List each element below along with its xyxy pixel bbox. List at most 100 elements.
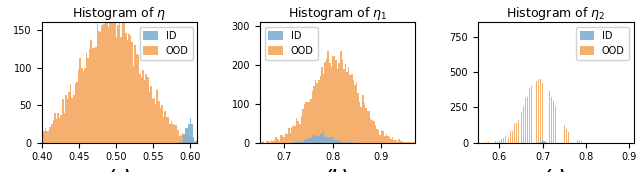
Bar <box>318 80 319 143</box>
Bar <box>65 95 67 143</box>
Bar <box>326 59 328 143</box>
Bar <box>42 132 43 143</box>
Bar <box>328 51 329 143</box>
Bar <box>360 107 362 143</box>
Bar <box>61 115 62 143</box>
Bar <box>268 141 269 143</box>
Bar <box>305 139 307 143</box>
Bar <box>312 137 313 143</box>
Bar <box>351 74 353 143</box>
Bar <box>179 142 180 143</box>
Bar <box>128 34 130 143</box>
Bar <box>312 91 313 143</box>
Bar <box>172 124 174 143</box>
Bar <box>290 133 291 143</box>
X-axis label: (b): (b) <box>326 168 349 172</box>
Bar <box>59 118 61 143</box>
Bar <box>291 127 292 143</box>
Bar <box>124 16 125 143</box>
Bar <box>67 99 68 143</box>
Bar <box>302 109 304 143</box>
Bar <box>109 0 111 143</box>
Bar <box>274 140 275 143</box>
Bar <box>56 119 58 143</box>
Bar <box>395 140 397 143</box>
Bar <box>155 104 156 143</box>
Bar <box>97 24 99 143</box>
Bar <box>296 142 298 143</box>
Bar <box>373 121 374 143</box>
Bar <box>298 142 299 143</box>
Bar <box>189 118 191 143</box>
Bar <box>316 136 318 143</box>
Bar <box>125 33 127 143</box>
Bar <box>345 142 346 143</box>
Bar <box>89 50 90 143</box>
Bar <box>326 136 328 143</box>
Bar <box>292 125 294 143</box>
Bar <box>169 124 171 143</box>
Bar <box>296 117 298 143</box>
Bar <box>390 139 392 143</box>
Bar <box>307 102 308 143</box>
X-axis label: (c): (c) <box>545 168 566 172</box>
Bar <box>131 42 133 143</box>
Bar <box>345 64 346 143</box>
Bar <box>374 125 376 143</box>
Bar <box>285 133 287 143</box>
Bar <box>323 74 324 143</box>
Bar <box>43 131 45 143</box>
Bar <box>324 137 326 143</box>
Bar <box>277 139 278 143</box>
Bar <box>263 141 264 143</box>
Bar <box>87 58 89 143</box>
Bar <box>188 124 189 143</box>
Bar <box>339 141 340 143</box>
Bar <box>174 125 175 143</box>
Bar <box>337 140 339 143</box>
Bar <box>76 82 78 143</box>
Bar <box>196 140 197 143</box>
Bar <box>308 138 310 143</box>
Bar <box>272 141 274 143</box>
Bar <box>62 99 63 143</box>
Bar <box>101 25 103 143</box>
Bar <box>189 135 191 143</box>
Bar <box>388 137 390 143</box>
Bar <box>397 142 398 143</box>
Bar <box>75 83 76 143</box>
Bar <box>333 56 335 143</box>
Bar <box>70 84 72 143</box>
Bar <box>180 142 182 143</box>
Bar <box>163 117 164 143</box>
Bar <box>95 47 97 143</box>
Bar <box>310 138 312 143</box>
Bar <box>78 70 79 143</box>
Bar <box>54 113 56 143</box>
Bar <box>414 142 415 143</box>
Bar <box>158 101 159 143</box>
Bar <box>332 137 333 143</box>
Bar <box>304 140 305 143</box>
Bar <box>46 131 48 143</box>
Bar <box>346 72 348 143</box>
Bar <box>294 126 296 143</box>
Bar <box>371 120 373 143</box>
Bar <box>315 80 316 143</box>
Bar <box>287 134 288 143</box>
Bar <box>348 67 349 143</box>
Bar <box>188 136 189 143</box>
Bar <box>166 117 168 143</box>
Bar <box>130 36 131 143</box>
Bar <box>308 102 310 143</box>
Bar <box>408 142 409 143</box>
Bar <box>118 20 120 143</box>
Bar <box>164 111 166 143</box>
Bar <box>329 137 330 143</box>
Bar <box>186 135 188 143</box>
Bar <box>45 128 46 143</box>
Bar <box>275 137 277 143</box>
Bar <box>93 48 95 143</box>
Bar <box>278 141 280 143</box>
Bar <box>191 137 193 143</box>
